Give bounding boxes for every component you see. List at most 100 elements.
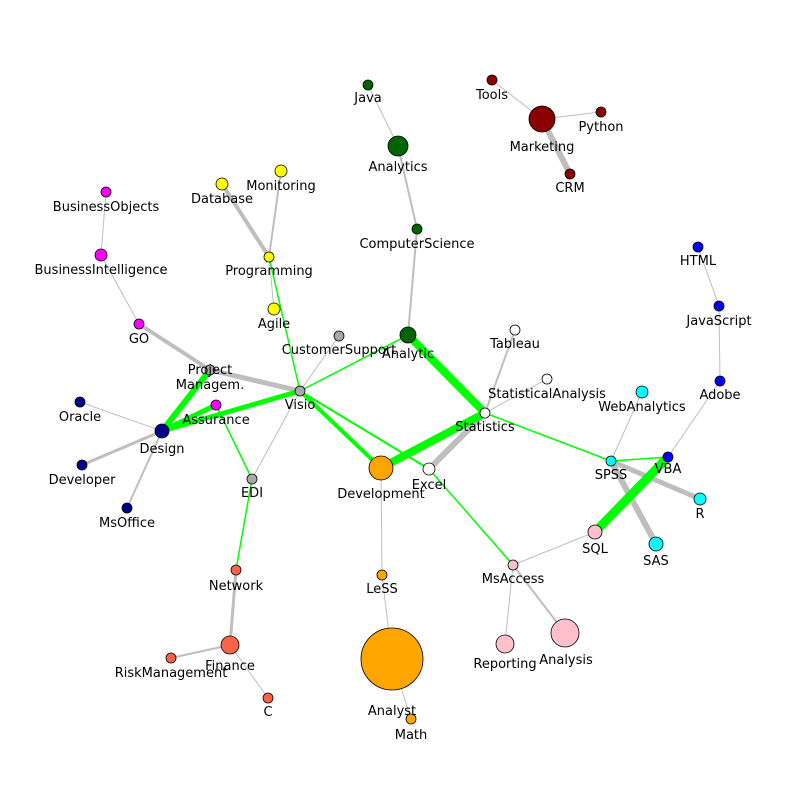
edge-msaccess-reporting xyxy=(504,564,514,645)
edge-statistics-spss xyxy=(484,412,612,462)
node-businessintelligence[interactable] xyxy=(94,248,108,262)
node-webanalytics[interactable] xyxy=(635,385,649,399)
edge-analytics-computerscience xyxy=(397,145,418,230)
node-programming[interactable] xyxy=(263,251,275,263)
node-businessobjects[interactable] xyxy=(100,186,112,198)
label-html: HTML xyxy=(680,254,717,269)
node-spss[interactable] xyxy=(605,455,617,467)
edge-go-projectmanagem xyxy=(137,322,212,372)
label-r: R xyxy=(695,507,704,522)
label-sql: SQL xyxy=(582,542,608,557)
node-tools[interactable] xyxy=(486,74,498,86)
node-html[interactable] xyxy=(692,241,704,253)
node-tableau[interactable] xyxy=(509,324,521,336)
node-statistics[interactable] xyxy=(479,407,491,419)
label-javascript: JavaScript xyxy=(685,314,751,329)
label-design: Design xyxy=(140,442,185,457)
node-r[interactable] xyxy=(693,492,707,506)
label-agile: Agile xyxy=(258,317,290,332)
label-math: Math xyxy=(395,728,428,743)
node-finance[interactable] xyxy=(220,635,240,655)
label-development: Development xyxy=(337,487,425,502)
node-statisticalanalysis[interactable] xyxy=(541,373,553,385)
node-javascript[interactable] xyxy=(713,300,725,312)
label-vba: VBA xyxy=(655,462,682,477)
node-less[interactable] xyxy=(376,569,388,581)
label-crm: CRM xyxy=(555,181,584,196)
node-monitoring[interactable] xyxy=(274,164,288,178)
node-analytic[interactable] xyxy=(399,326,417,344)
edge-visio-design xyxy=(161,388,301,434)
node-agile[interactable] xyxy=(267,302,281,316)
label-riskmanagement: RiskManagement xyxy=(115,666,228,681)
edge-computerscience-analytic xyxy=(407,228,418,336)
label-oracle: Oracle xyxy=(59,410,101,425)
edge-tableau-statistics xyxy=(484,329,516,414)
node-network[interactable] xyxy=(230,564,242,576)
node-sql[interactable] xyxy=(587,524,603,540)
label-less: LeSS xyxy=(366,582,398,597)
label-developer: Developer xyxy=(49,473,117,488)
node-msoffice[interactable] xyxy=(121,502,133,514)
label-go: GO xyxy=(129,332,149,347)
label-finance: Finance xyxy=(205,659,255,674)
edge-visio-edi xyxy=(251,390,301,480)
label-tools: Tools xyxy=(475,88,508,103)
node-python[interactable] xyxy=(595,106,607,118)
node-development[interactable] xyxy=(368,455,394,481)
edge-excel-msaccess xyxy=(428,468,514,566)
node-edi[interactable] xyxy=(246,473,258,485)
edge-businessintelligence-go xyxy=(100,254,140,325)
node-projectmanagem[interactable] xyxy=(204,364,216,376)
edge-programming-agile xyxy=(268,256,275,310)
label-analytics: Analytics xyxy=(368,160,427,175)
node-math[interactable] xyxy=(405,713,417,725)
node-msaccess[interactable] xyxy=(507,559,519,571)
edge-design-assurance xyxy=(160,402,218,434)
edge-design-msoffice xyxy=(126,430,163,509)
node-customersupport[interactable] xyxy=(333,330,345,342)
node-riskmanagement[interactable] xyxy=(165,652,177,664)
label-businessintelligence: BusinessIntelligence xyxy=(35,263,168,278)
node-adobe[interactable] xyxy=(714,375,726,387)
node-computerscience[interactable] xyxy=(411,223,423,235)
node-layer xyxy=(74,74,726,725)
node-analysis[interactable] xyxy=(550,618,580,648)
edge-java-analytics xyxy=(367,84,399,147)
label-statistics: Statistics xyxy=(455,420,515,435)
node-java[interactable] xyxy=(362,79,374,91)
node-assurance[interactable] xyxy=(210,399,222,411)
node-oracle[interactable] xyxy=(74,396,86,408)
label-database: Database xyxy=(191,192,253,207)
node-reporting[interactable] xyxy=(495,634,515,654)
node-go[interactable] xyxy=(133,318,145,330)
node-marketing[interactable] xyxy=(528,105,556,133)
edge-database-programming xyxy=(220,182,271,259)
node-visio[interactable] xyxy=(294,385,306,397)
node-sas[interactable] xyxy=(648,536,664,552)
node-database[interactable] xyxy=(215,177,229,191)
label-network: Network xyxy=(209,579,264,594)
label-projectmanagem: Project Managem. xyxy=(176,363,244,393)
label-businessobjects: BusinessObjects xyxy=(53,200,160,215)
node-excel[interactable] xyxy=(422,462,436,476)
node-crm[interactable] xyxy=(564,168,576,180)
label-monitoring: Monitoring xyxy=(246,179,316,194)
label-c: C xyxy=(263,705,272,720)
node-analyst[interactable] xyxy=(360,627,424,691)
node-vba[interactable] xyxy=(662,451,674,463)
edge-assurance-edi xyxy=(215,404,253,480)
node-analytics[interactable] xyxy=(387,135,409,157)
edge-edi-network xyxy=(235,478,253,571)
label-java: Java xyxy=(353,91,381,106)
label-computerscience: ComputerScience xyxy=(359,237,474,252)
edge-design-developer xyxy=(81,429,163,467)
node-c[interactable] xyxy=(262,692,274,704)
label-statisticalanalysis: StatisticalAnalysis xyxy=(488,387,606,402)
label-analysis: Analysis xyxy=(539,653,593,668)
node-design[interactable] xyxy=(154,423,170,439)
label-excel: Excel xyxy=(412,478,446,493)
edge-html-javascript xyxy=(697,246,720,307)
node-developer[interactable] xyxy=(76,459,88,471)
edge-businessobjects-businessintelligence xyxy=(100,191,107,256)
